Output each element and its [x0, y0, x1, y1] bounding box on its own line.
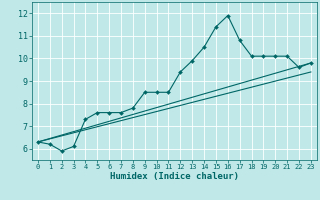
X-axis label: Humidex (Indice chaleur): Humidex (Indice chaleur) [110, 172, 239, 181]
